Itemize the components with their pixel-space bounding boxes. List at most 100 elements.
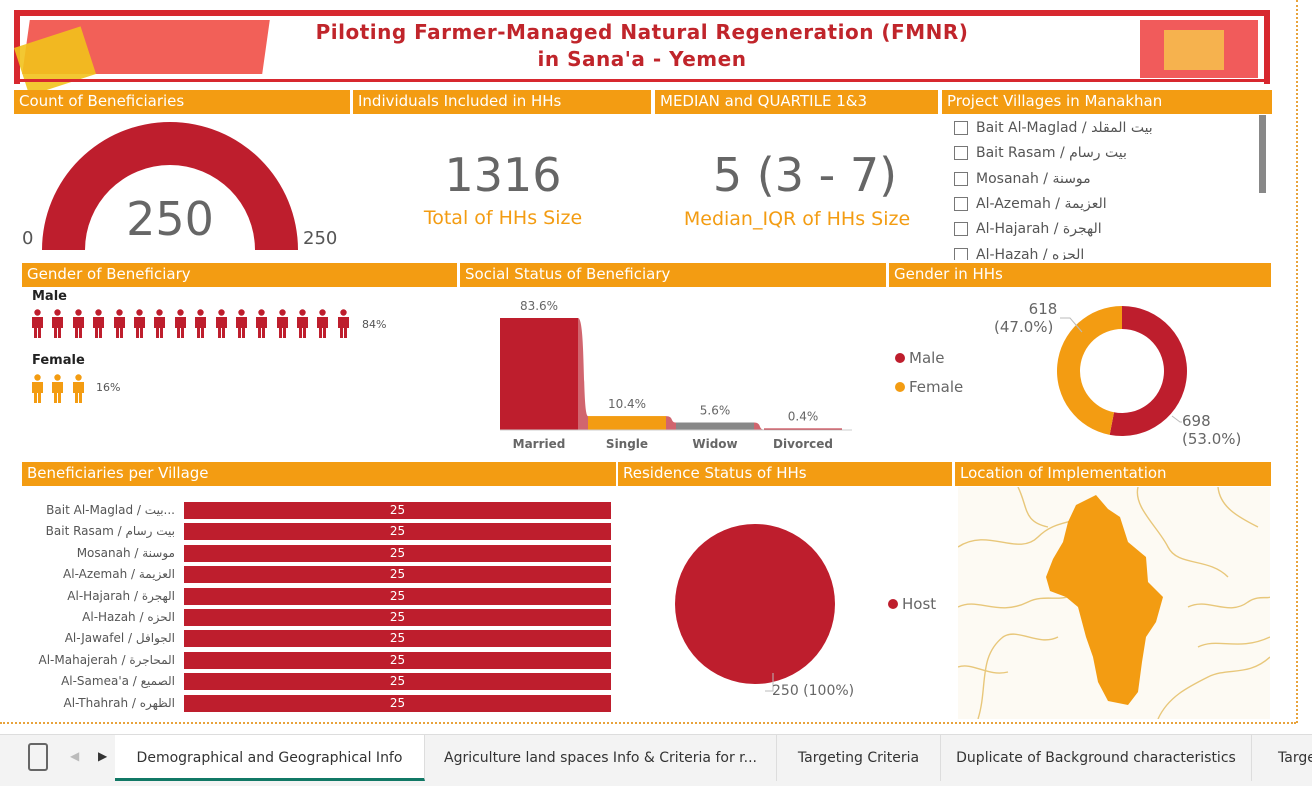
median-header: MEDIAN and QUARTILE 1&3 [655,90,938,114]
village-filter-label: Al-Hajarah / الهجرة [976,221,1102,238]
person-icon [32,374,43,403]
residence-slice-host[interactable] [675,524,835,684]
checkbox-icon[interactable] [954,196,968,211]
village-bar-label: Al-Hazah / الحزه [82,610,175,624]
checkbox-icon[interactable] [954,247,968,260]
checkbox-icon[interactable] [954,146,968,161]
donut-leader-lines [1060,317,1182,423]
village-filter-item[interactable]: Al-Hazah / الحزه [954,245,1084,260]
location-header: Location of Implementation [955,462,1271,486]
tab-duplicate-background[interactable]: Duplicate of Background characteristics [941,735,1252,781]
village-bar[interactable]: 25 [184,502,611,519]
village-bar[interactable]: 25 [184,694,611,712]
social-bar-divorced[interactable] [764,428,842,431]
village-bar[interactable]: 25 [184,544,611,562]
tab-targeting[interactable]: Targeting Criteria [777,735,941,781]
village-filter-item[interactable]: Bait Al-Maglad / بيت المقلد [954,118,1153,138]
person-icon [174,309,186,338]
village-bar-label: Bait Al-Maglad / بيت... [46,503,175,517]
village-bar[interactable]: 25 [184,630,611,648]
person-icon [93,309,105,338]
individuals-label: Total of HHs Size [423,207,583,229]
implementation-region[interactable] [1046,495,1163,705]
social-ribbon [578,318,588,430]
host-dot-icon [888,599,898,609]
male-label: Male [32,289,67,304]
gender-beneficiary-header: Gender of Beneficiary [22,263,457,287]
residence-value-label: 250 (100%) [772,683,855,699]
social-bar-married[interactable] [500,318,578,430]
female-dot-icon [895,382,905,392]
person-icon [195,309,207,338]
village-filter-item[interactable]: Mosanah / موسنة [954,169,1091,189]
village-bar[interactable]: 25 [184,673,611,691]
person-icon [215,309,227,338]
social-status-chart: 83.6% Married 10.4% Single 5.6% Widow 0.4% Divo… [500,299,852,451]
gauge-min: 0 [22,228,34,249]
village-bar-label: Al-Jawafel / الجوافل [64,631,175,646]
village-bar-label: Al-Thahrah / الظهره [63,695,175,710]
village-bar-label: Al-Samea'a / الصميع [61,674,175,689]
mobile-layout-icon[interactable] [28,743,48,771]
median-value: 5 (3 - 7) [712,148,898,202]
village-bar-label: Al-Hajarah / الهجرة [67,588,175,603]
village-bars-header: Beneficiaries per Village [22,462,616,486]
page-title: Piloting Farmer-Managed Natural Regenera… [315,20,969,44]
social-status-header: Social Status of Beneficiary [460,263,886,287]
social-value-label: 10.4% [608,397,646,411]
filter-scrollbar[interactable] [1259,115,1266,193]
tab-demographical[interactable]: Demographical and Geographical Info [115,735,425,781]
header-banner: Piloting Farmer-Managed Natural Regenera… [13,10,1270,96]
checkbox-icon[interactable] [954,222,968,237]
legend-male-label: Male [909,349,945,367]
village-bar-label: Mosanah / موسنة [76,545,175,560]
social-bar-single[interactable] [588,416,666,430]
right-logo-accent [1164,30,1224,70]
village-filter-item[interactable]: Al-Hajarah / الهجرة [954,219,1102,239]
location-map[interactable] [958,487,1270,719]
legend-male[interactable]: Male [895,349,945,367]
gender-hhs-header: Gender in HHs [889,263,1271,287]
residence-leader-line [765,673,774,692]
tab-agriculture[interactable]: Agriculture land spaces Info & Criteria … [425,735,777,781]
village-bar[interactable]: 25 [184,587,611,605]
donut-male-pct: (53.0%) [1182,430,1242,448]
social-ribbon [666,416,676,430]
person-icon [297,309,309,338]
village-filter-label: Mosanah / موسنة [976,170,1091,187]
tab-scroll-right-icon[interactable]: ▶ [98,749,108,763]
donut-slice-female[interactable] [1057,306,1122,435]
social-value-label: 0.4% [788,410,819,424]
person-icon [133,309,145,338]
tab-scroll-left-icon[interactable]: ◀ [70,749,80,763]
village-filter-item[interactable]: Al-Azemah / العزيمة [954,194,1107,214]
legend-host[interactable]: Host [888,595,936,613]
sheet-tab-bar: ◀ ▶ Demographical and Geographical Info … [0,734,1312,786]
female-label: Female [32,353,85,368]
checkbox-icon[interactable] [954,121,968,135]
social-category-label: Married [513,437,566,451]
banner-underline [20,38,1264,82]
count-beneficiaries-header: Count of Beneficiaries [14,90,350,114]
legend-female-label: Female [909,378,964,396]
village-bar[interactable]: 25 [184,609,611,626]
donut-slice-male[interactable] [1109,306,1187,436]
gender-hhs-donut [1057,306,1187,436]
legend-female[interactable]: Female [895,378,963,396]
legend-host-label: Host [902,595,937,613]
village-bar[interactable]: 25 [184,566,611,584]
person-icon [72,374,84,403]
donut-female-pct: (47.0%) [994,318,1054,336]
village-filter-label: Bait Rasam / بيت رسام [976,145,1127,162]
individuals-value: 1316 [444,148,562,202]
village-filter-label: Al-Azemah / العزيمة [976,195,1107,212]
village-bar-label: Al-Mahajerah / المحاجرة [38,652,175,667]
village-filter-item[interactable]: Bait Rasam / بيت رسام [954,143,1127,163]
village-bar[interactable]: 25 [184,523,611,541]
frame-right-edge [1296,0,1298,723]
tab-targe[interactable]: Targe [1278,750,1312,766]
checkbox-icon[interactable] [954,171,968,186]
social-bar-widow[interactable] [676,422,754,430]
village-bar[interactable]: 25 [184,651,611,669]
